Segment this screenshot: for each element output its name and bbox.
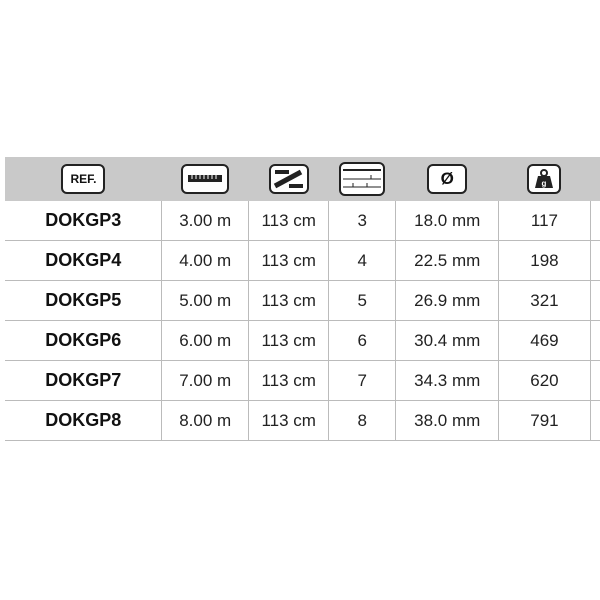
cell-sections: 7 — [328, 360, 397, 401]
cell-ref: DOKGP7 — [5, 360, 163, 401]
table-row: DOKGP3 3.00 m 113 cm 3 18.0 mm 117 — [5, 201, 600, 241]
cell-folded: 113 cm — [248, 360, 330, 401]
cell-weight: 791 — [498, 400, 591, 441]
diameter-icon: Ø — [427, 164, 468, 194]
cell-folded: 113 cm — [248, 320, 330, 361]
cell-weight: 198 — [498, 240, 591, 281]
table-row: DOKGP7 7.00 m 113 cm 7 34.3 mm 620 — [5, 360, 600, 401]
cell-folded: 113 cm — [248, 280, 330, 321]
svg-text:g: g — [542, 179, 547, 188]
cell-diameter: 18.0 mm — [395, 201, 500, 241]
cell-extra — [590, 280, 600, 321]
cell-weight: 469 — [498, 320, 591, 361]
folded-length-icon — [268, 164, 309, 194]
cell-length: 6.00 m — [161, 320, 249, 361]
cell-ref: DOKGP5 — [5, 280, 163, 321]
cell-weight: 117 — [498, 201, 591, 241]
cell-diameter: 34.3 mm — [395, 360, 500, 401]
cell-length: 8.00 m — [161, 400, 249, 441]
table-row: DOKGP8 8.00 m 113 cm 8 38.0 mm 791 — [5, 400, 600, 441]
spec-table: REF. Ø g DOKGP3 3.00 m 113 cm 3 18.0 mm 117 DO… — [5, 157, 600, 441]
cell-extra — [590, 400, 600, 441]
cell-diameter: 22.5 mm — [395, 240, 500, 281]
cell-length: 4.00 m — [161, 240, 249, 281]
ruler-icon — [181, 164, 230, 194]
cell-folded: 113 cm — [248, 400, 330, 441]
cell-extra — [590, 240, 600, 281]
sections-icon — [339, 162, 386, 196]
cell-ref: DOKGP3 — [5, 201, 163, 241]
table-row: DOKGP6 6.00 m 113 cm 6 30.4 mm 469 — [5, 320, 600, 361]
cell-sections: 3 — [328, 201, 397, 241]
cell-diameter: 38.0 mm — [395, 400, 500, 441]
header-row: REF. Ø g — [5, 157, 600, 201]
cell-ref: DOKGP4 — [5, 240, 163, 281]
cell-sections: 4 — [328, 240, 397, 281]
cell-ref: DOKGP8 — [5, 400, 163, 441]
ref-header: REF. — [61, 164, 106, 194]
cell-length: 7.00 m — [161, 360, 249, 401]
table-row: DOKGP4 4.00 m 113 cm 4 22.5 mm 198 — [5, 240, 600, 281]
cell-diameter: 30.4 mm — [395, 320, 500, 361]
cell-sections: 6 — [328, 320, 397, 361]
cell-sections: 8 — [328, 400, 397, 441]
cell-folded: 113 cm — [248, 240, 330, 281]
cell-extra — [590, 320, 600, 361]
cell-weight: 321 — [498, 280, 591, 321]
weight-icon: g — [527, 164, 562, 194]
cell-extra — [590, 360, 600, 401]
cell-sections: 5 — [328, 280, 397, 321]
cell-diameter: 26.9 mm — [395, 280, 500, 321]
cell-extra — [590, 201, 600, 241]
cell-folded: 113 cm — [248, 201, 330, 241]
cell-ref: DOKGP6 — [5, 320, 163, 361]
cell-weight: 620 — [498, 360, 591, 401]
cell-length: 5.00 m — [161, 280, 249, 321]
table-row: DOKGP5 5.00 m 113 cm 5 26.9 mm 321 — [5, 280, 600, 321]
cell-length: 3.00 m — [161, 201, 249, 241]
